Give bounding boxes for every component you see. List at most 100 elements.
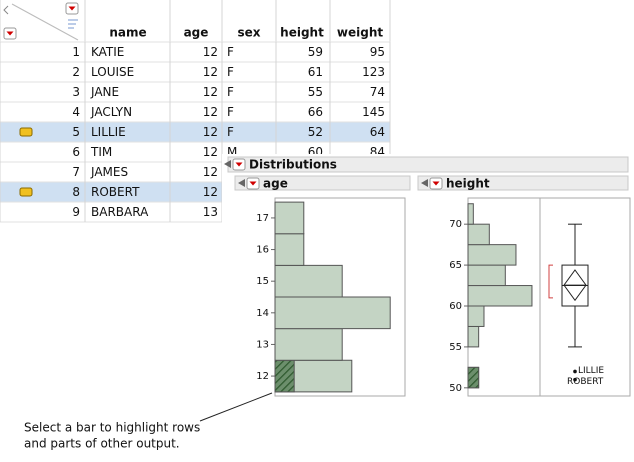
table-cell: 66 xyxy=(308,105,323,119)
histogram-bar[interactable] xyxy=(467,223,490,246)
outlier-label: ROBERT xyxy=(567,377,604,387)
table-cell: 59 xyxy=(308,45,323,59)
disclosure[interactable] xyxy=(238,179,245,187)
sub-header xyxy=(417,175,629,191)
table-cell: 5 xyxy=(72,125,80,139)
sub-title: age xyxy=(263,177,288,191)
y-tick-label: 13 xyxy=(256,339,269,350)
histogram-bar[interactable] xyxy=(467,244,517,266)
shortest-half xyxy=(548,264,553,299)
selected-bar xyxy=(274,359,295,393)
annotation: and parts of other output. xyxy=(24,437,180,451)
table-cell: 12 xyxy=(203,185,218,199)
table-cell: 1 xyxy=(72,45,80,59)
column-header: name xyxy=(109,26,146,40)
histogram-bar[interactable] xyxy=(467,305,485,327)
y-tick-label: 15 xyxy=(256,276,269,287)
histogram-bar[interactable] xyxy=(467,264,506,287)
y-tick-label: 14 xyxy=(256,308,269,319)
table-cell: LILLIE xyxy=(91,125,126,139)
table-cell: 2 xyxy=(72,65,80,79)
outlier-label: LILLIE xyxy=(578,366,604,376)
histogram-bar[interactable] xyxy=(467,325,480,348)
table-cell: KATIE xyxy=(91,45,124,59)
row-marker xyxy=(19,187,33,197)
table-cell: 12 xyxy=(203,125,218,139)
table-cell: 12 xyxy=(203,85,218,99)
y-tick-label: 17 xyxy=(256,213,269,224)
table-cell: JANE xyxy=(90,85,119,99)
table-cell: 64 xyxy=(370,125,385,139)
column-header: sex xyxy=(237,26,260,40)
histogram-bar[interactable] xyxy=(467,203,474,225)
table-cell: 52 xyxy=(308,125,323,139)
table-row[interactable] xyxy=(0,61,391,83)
table-cell: BARBARA xyxy=(91,205,149,219)
table-cell: JAMES xyxy=(90,165,128,179)
table-cell: LOUISE xyxy=(91,65,134,79)
table-header xyxy=(0,0,390,42)
table-cell: 55 xyxy=(308,85,323,99)
y-tick-label: 65 xyxy=(449,260,462,271)
table-row[interactable] xyxy=(0,121,391,143)
table-cell: 13 xyxy=(203,205,218,219)
table-cell: JACLYN xyxy=(90,105,132,119)
disclosure[interactable] xyxy=(421,179,428,187)
y-tick-label: 60 xyxy=(449,301,462,312)
corner-line xyxy=(11,3,79,41)
outlier[interactable] xyxy=(573,369,577,374)
column-header: height xyxy=(280,26,324,40)
table-row[interactable] xyxy=(0,81,391,103)
table-cell: 9 xyxy=(72,205,80,219)
y-tick-label: 16 xyxy=(256,245,269,256)
table-cell: 12 xyxy=(203,145,218,159)
histogram-bar[interactable] xyxy=(467,285,533,307)
y-tick-label: 70 xyxy=(449,219,462,230)
table-cell: F xyxy=(227,85,234,99)
outlier[interactable] xyxy=(573,377,577,382)
corner-widget xyxy=(3,5,9,15)
sub-title: height xyxy=(446,177,490,191)
table-cell: 6 xyxy=(72,145,80,159)
table-cell: 123 xyxy=(362,65,385,79)
table-cell: 12 xyxy=(203,65,218,79)
table-cell: TIM xyxy=(90,145,112,159)
y-tick-label: 55 xyxy=(449,342,462,353)
y-tick-label: 50 xyxy=(449,383,462,394)
table-cell: 7 xyxy=(72,165,80,179)
table-cell: F xyxy=(227,45,234,59)
histogram-bar[interactable] xyxy=(274,233,305,266)
callout xyxy=(199,392,273,422)
histogram-bar[interactable] xyxy=(274,296,391,330)
table-cell: 12 xyxy=(203,165,218,179)
dist-title: Distributions xyxy=(249,158,337,172)
table-row[interactable] xyxy=(0,101,391,123)
table-cell: M xyxy=(227,145,237,159)
histogram-bar[interactable] xyxy=(274,328,343,361)
histogram-bar[interactable] xyxy=(274,201,305,235)
table-cell: 4 xyxy=(72,105,80,119)
y-tick-label: 12 xyxy=(256,371,269,382)
row-marker xyxy=(19,127,33,137)
table-row[interactable] xyxy=(0,41,391,63)
table-cell: F xyxy=(227,65,234,79)
table-cell: F xyxy=(227,105,234,119)
sub-header xyxy=(234,175,411,191)
table-cell: ROBERT xyxy=(91,185,140,199)
table-cell: F xyxy=(227,125,234,139)
sort-icon xyxy=(68,19,78,29)
annotation: Select a bar to highlight rows xyxy=(24,421,200,435)
menu-arrow xyxy=(432,181,440,186)
column-header: weight xyxy=(337,26,383,40)
selected-bar xyxy=(467,366,480,389)
menu-arrow xyxy=(235,162,243,167)
menu-arrow xyxy=(249,181,257,186)
table-cell: 12 xyxy=(203,105,218,119)
histogram-bar[interactable] xyxy=(274,264,343,298)
table-cell: 145 xyxy=(362,105,385,119)
table-cell: 74 xyxy=(370,85,385,99)
disclosure[interactable] xyxy=(224,160,231,168)
menu-arrow xyxy=(6,31,14,36)
